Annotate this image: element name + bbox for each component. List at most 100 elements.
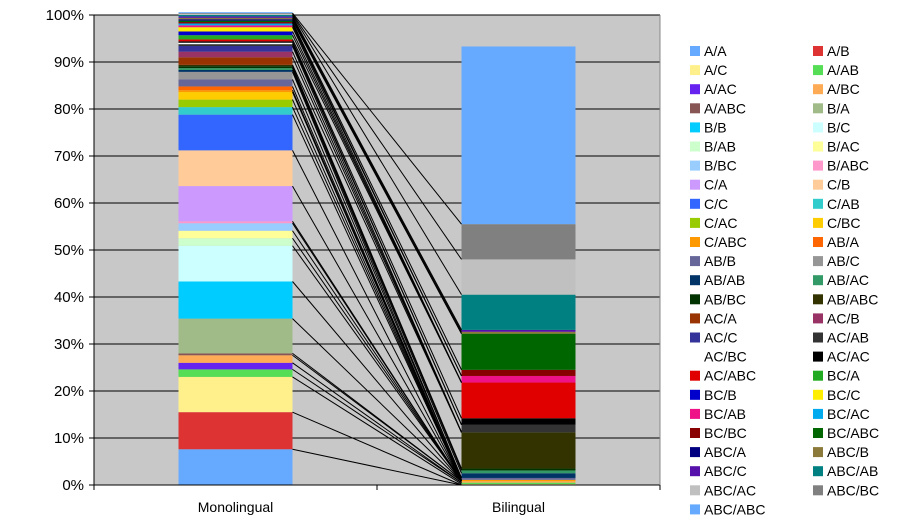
bar-segment [178,86,293,91]
legend-label: AC/AC [827,349,870,365]
legend-label: AC/AB [827,330,869,346]
connector-line [292,281,462,482]
connector-line [292,318,462,482]
legend-swatch [813,447,823,458]
legend-swatch [690,332,700,343]
legend-label: AB/AB [704,272,745,288]
legend-label: A/A [704,43,727,59]
bar-segment [178,238,293,246]
bar-segment [178,51,293,58]
legend-swatch [813,122,823,133]
connector-line [292,245,462,482]
bar-segment [178,355,293,363]
legend-label: AC/C [704,330,737,346]
legend-label: AC/A [704,310,737,326]
legend-label: BC/C [827,387,860,403]
legend-swatch [690,65,700,76]
connector-line [292,41,462,419]
connector-line [292,106,462,482]
legend-label: BC/AB [704,406,746,422]
bar-segment [178,223,293,231]
legend-label: AB/C [827,253,860,269]
connector-line [292,17,462,333]
legend-swatch [690,351,700,362]
legend-label: ABC/AC [704,482,756,498]
legend-swatch [690,46,700,56]
bars [178,12,576,485]
bar-segment [178,412,293,450]
bar-segment [178,27,293,32]
legend-swatch [690,179,700,190]
legend-swatch [690,122,700,133]
legend-label: B/BC [704,158,737,174]
bar-segment [461,329,576,332]
bar-segment [461,294,576,330]
legend-swatch [690,485,700,496]
legend-label: B/AB [704,139,736,155]
legend-label: ABC/AB [827,463,878,479]
legend-label: C/BC [827,215,860,231]
bar-segment [178,19,293,21]
legend-label: A/C [704,62,727,78]
x-category-label: Monolingual [198,499,274,515]
legend-label: C/A [704,177,728,193]
y-tick-label: 0% [62,477,84,494]
bar-segment [178,230,293,239]
legend-swatch [813,294,823,305]
legend-swatch [813,237,823,247]
bar-segment [178,90,293,93]
legend-label: C/AC [704,215,737,231]
legend-label: B/AC [827,139,860,155]
connector-line [292,376,462,485]
bar-segment [461,432,576,469]
legend-label: C/AB [827,196,860,212]
legend-swatch [813,275,823,286]
legend-swatch [690,313,700,324]
bar-segment [178,107,293,115]
legend-label: A/B [827,43,850,59]
y-tick-label: 50% [54,242,84,259]
bar-segment [178,369,293,377]
legend-swatch [690,198,700,209]
bar-segment [178,44,293,47]
legend-label: AB/A [827,234,860,250]
bar-segment [178,353,293,356]
legend-label: C/B [827,177,850,193]
legend-swatch [690,466,700,477]
legend-label: ABC/ABC [704,501,765,517]
legend-swatch [813,217,823,228]
connector-line [292,69,462,474]
legend-label: AB/B [704,253,736,269]
legend-swatch [813,485,823,496]
legend-swatch [813,351,823,362]
legend-label: AC/ABC [704,368,756,384]
legend-swatch [813,179,823,190]
bar-segment [178,376,293,413]
legend-swatch [690,294,700,305]
connector-line [292,14,462,295]
legend-swatch [813,198,823,209]
y-tick-label: 40% [54,289,84,306]
legend-swatch [813,103,823,114]
legend-label: BC/A [827,368,860,384]
legend-label: A/ABC [704,100,746,116]
legend-swatch [813,389,823,400]
connector-line [292,71,462,479]
legend-label: AC/BC [704,349,747,365]
y-tick-label: 20% [54,383,84,400]
bar-segment [461,479,576,482]
connector-line [292,411,462,486]
bar-segment [178,16,293,18]
legend-swatch [813,65,823,76]
legend-label: ABC/BC [827,482,879,498]
bar-segment [178,57,293,65]
connector-line [292,18,462,334]
legend-label: A/AC [704,81,737,97]
legend-label: C/ABC [704,234,747,250]
legend-label: ABC/A [704,444,747,460]
legend-swatch [690,237,700,247]
bar-segment [178,15,293,17]
bar-segment [178,64,293,67]
legend-swatch [690,447,700,458]
connector-line [292,185,462,482]
